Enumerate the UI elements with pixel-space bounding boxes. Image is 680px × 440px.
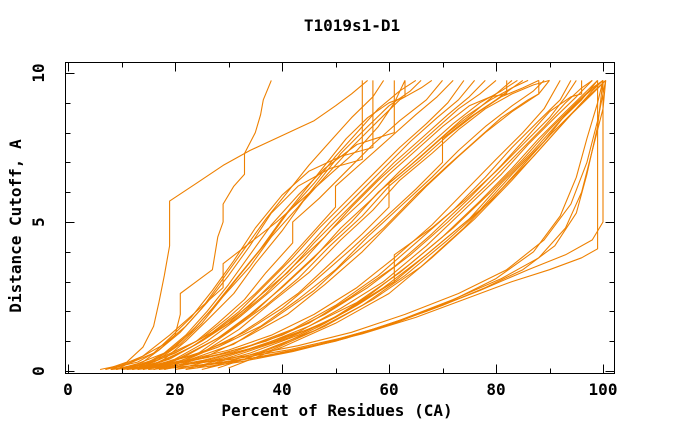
model-curve [115, 80, 406, 370]
y-tick-label: 10 [29, 63, 48, 82]
model-curve [148, 79, 518, 371]
model-curve [217, 79, 607, 369]
model-curve [174, 80, 604, 371]
chart-title: T1019s1-D1 [304, 16, 400, 35]
model-curve [110, 80, 443, 371]
model-curve [110, 80, 561, 371]
plot-frame-layer [65, 62, 615, 374]
y-tick-label: 5 [29, 217, 48, 227]
model-curve [105, 79, 368, 371]
plot-border [65, 62, 615, 374]
model-curve [228, 80, 607, 369]
model-curve [121, 80, 465, 371]
y-tick-label: 0 [29, 366, 48, 376]
axis-ticks-layer [65, 62, 615, 374]
model-curves-layer [99, 79, 607, 371]
model-curve [153, 79, 529, 371]
model-curve [137, 80, 422, 370]
model-curve [185, 80, 607, 371]
model-curve [164, 80, 550, 371]
model-curve [142, 80, 545, 371]
x-tick-label: 80 [486, 380, 505, 399]
model-curve [110, 80, 374, 371]
tick-labels-layer: 0 20 40 60 80 100 0 5 10 [29, 63, 617, 399]
model-curve [131, 79, 417, 371]
x-tick-label: 60 [379, 380, 398, 399]
model-curve [137, 79, 497, 371]
model-curve [142, 79, 433, 370]
x-tick-label: 0 [63, 380, 73, 399]
model-curve [201, 80, 577, 371]
x-tick-label: 100 [589, 380, 618, 399]
model-curve [174, 79, 604, 371]
model-curve [142, 80, 508, 371]
model-curve [196, 79, 604, 369]
model-curve [132, 80, 583, 371]
model-curve [137, 80, 607, 371]
model-curve [126, 80, 406, 371]
x-axis-label: Percent of Residues (CA) [221, 401, 452, 420]
y-axis-label: Distance Cutoff, A [6, 139, 25, 313]
model-curve [105, 80, 272, 371]
model-curve [126, 80, 604, 371]
x-tick-label: 40 [272, 380, 291, 399]
model-curve [116, 80, 454, 371]
model-curve [132, 79, 524, 371]
model-curve [164, 79, 550, 371]
model-curve [142, 79, 593, 371]
model-curve [121, 80, 385, 371]
x-tick-label: 20 [165, 380, 184, 399]
